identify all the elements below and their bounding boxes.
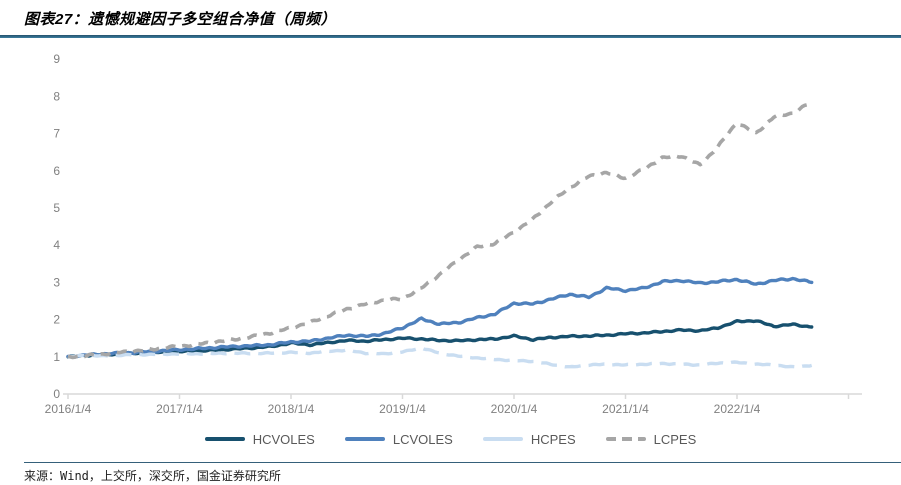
lcpes-line-swatch-icon: [605, 437, 646, 441]
x-tick-label: 2020/1/4: [491, 402, 538, 416]
y-tick-label: 4: [53, 238, 60, 252]
y-tick-label: 7: [53, 127, 60, 141]
series-line-hcvoles: [66, 319, 814, 359]
legend-item-lcvoles: LCVOLES: [344, 431, 453, 447]
legend-label-hcpes: HCPES: [530, 431, 576, 447]
legend-label-hcvoles: HCVOLES: [252, 431, 315, 447]
x-tick-label: 2018/1/4: [268, 402, 315, 416]
chart-svg: 0 1 2 3 4 5 6 7 8 9 2016/1/4 2017/1/4 2018/1/4 2019/1…: [45, 52, 862, 416]
y-tick-label: 1: [53, 350, 60, 364]
chart-legend: HCVOLES LCVOLES HCPES LCPES: [0, 428, 901, 450]
legend-label-lcvoles: LCVOLES: [392, 431, 453, 447]
hcpes-line-swatch-icon: [482, 437, 523, 441]
hcvoles-line-swatch-icon: [204, 437, 245, 441]
source-text: 来源：Wind，上交所，深交所，国金证券研究所: [24, 469, 281, 483]
y-tick-label: 9: [53, 52, 60, 66]
title-divider: [0, 35, 901, 38]
x-tick-label: 2019/1/4: [379, 402, 426, 416]
lcvoles-line-swatch-icon: [344, 437, 385, 441]
series-line-lcvoles: [66, 276, 814, 359]
legend-item-lcpes: LCPES: [605, 431, 697, 447]
y-tick-label: 2: [53, 313, 60, 327]
legend-item-hcpes: HCPES: [482, 431, 576, 447]
page-title: 图表27：遗憾规避因子多空组合净值（周频）: [24, 11, 337, 28]
legend-label-lcpes: LCPES: [653, 431, 697, 447]
series-line-hcpes: [67, 346, 813, 369]
x-tick-label: 2017/1/4: [156, 402, 203, 416]
legend-item-hcvoles: HCVOLES: [204, 431, 315, 447]
y-tick-label: 8: [53, 89, 60, 103]
series-line-lcpes: [67, 100, 813, 360]
footer-divider: [24, 462, 901, 463]
x-tick-label: 2016/1/4: [45, 402, 92, 416]
y-tick-label: 5: [53, 201, 60, 215]
y-tick-label: 6: [53, 164, 60, 178]
x-tick-label: 2022/1/4: [714, 402, 761, 416]
x-tick-label: 2021/1/4: [602, 402, 649, 416]
y-tick-label: 0: [53, 387, 60, 401]
y-tick-label: 3: [53, 275, 60, 289]
